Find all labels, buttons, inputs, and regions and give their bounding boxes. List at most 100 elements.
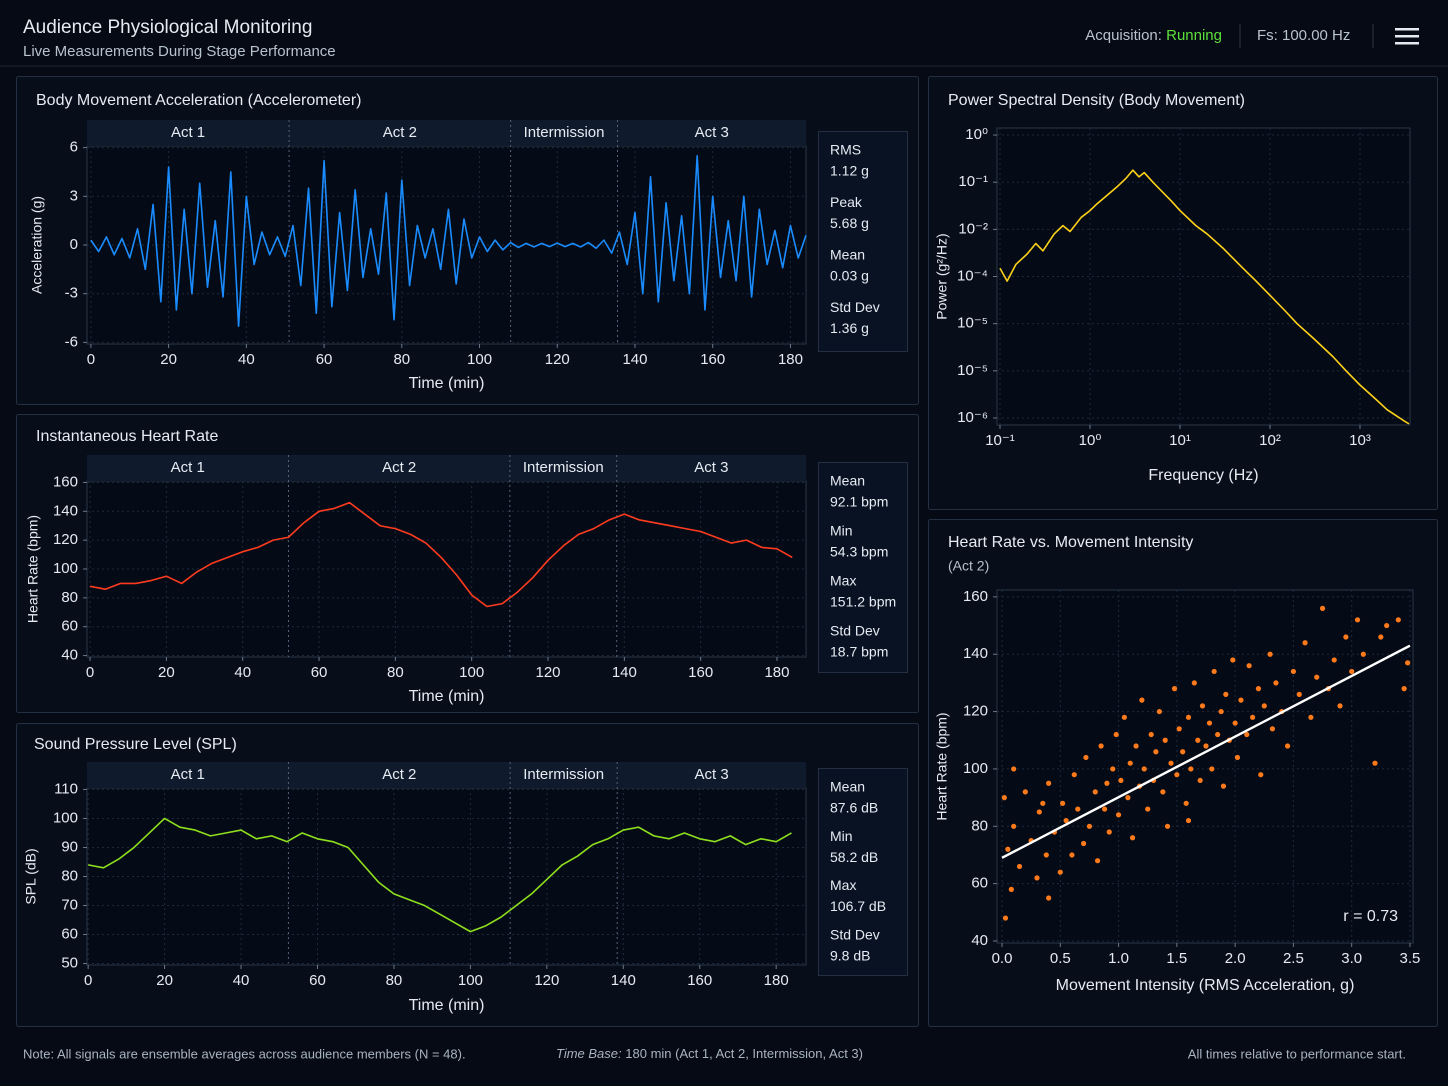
scatter-point [1284,743,1291,749]
x-tick-label: 0.5 [1050,950,1071,967]
x-tick-label: 60 [309,972,326,989]
scatter-point [1133,743,1139,749]
scatter-point [1197,777,1203,784]
x-tick-label: 60 [316,351,333,368]
y-tick-label: 100 [963,760,988,777]
y-tick-label: 60 [61,926,78,943]
data-line [999,169,1410,425]
scatter-point [1127,760,1133,766]
stat-label: Min [830,828,853,844]
x-tick-label: 180 [764,664,789,681]
y-tick-label: 120 [53,531,78,548]
y-tick-label: 10⁻¹ [958,173,988,190]
x-tick-label: 160 [687,972,712,989]
y-tick-label: -3 [65,285,78,302]
stat-value: 92.1 bpm [830,494,888,510]
scatter-point [1337,703,1343,709]
section-label: Act 3 [694,766,728,783]
data-line [88,817,792,933]
stat-label: Mean [830,473,865,489]
scatter-point [1043,852,1049,858]
x-tick-label: 3.0 [1341,950,1362,967]
scatter-point [1183,800,1189,806]
x-tick-label: 140 [611,972,636,989]
y-tick-label: 80 [971,817,988,834]
scatter-point [1011,823,1017,829]
y-tick-label: 10⁻⁶ [957,409,988,426]
scatter-point [1046,895,1052,901]
scatter-point [1372,760,1378,766]
y-axis-label: Acceleration (g) [29,196,45,294]
x-tick-label: 100 [458,972,483,989]
scatter-point [1250,714,1256,720]
scatter-point [1086,823,1093,829]
scatter-point [1174,772,1180,778]
stat-label: Min [830,523,853,539]
x-tick-label: 120 [545,351,570,368]
footer-note: Note: All signals are ensemble averages … [23,1046,466,1061]
menu-bar [1395,42,1419,45]
y-tick-label: 0 [70,236,78,253]
scatter-point [1156,708,1162,715]
chart-title: Body Movement Acceleration (Acceleromete… [36,92,361,109]
menu-button[interactable] [1390,22,1424,50]
chart-title: Instantaneous Heart Rate [36,428,218,445]
scatter-point [1220,783,1227,789]
scatter-point [1022,789,1028,795]
stat-value: 151.2 bpm [830,594,896,610]
stat-value: 18.7 bpm [830,644,888,660]
scatter-point [1092,789,1098,795]
scatter-point [1206,720,1213,726]
y-axis-label: SPL (dB) [23,848,39,904]
section-band [87,762,806,788]
y-tick-label: 60 [61,618,78,635]
stat-value: 1.36 g [830,320,869,336]
scatter-point [1034,875,1040,881]
x-tick-label: 0 [86,664,94,681]
scatter-point [1016,863,1023,870]
x-tick-label: 0 [84,972,92,989]
scatter-point [1176,726,1182,732]
scatter-point [1395,617,1401,623]
x-tick-label: 2.0 [1225,950,1246,967]
chart-subtitle: (Act 2) [948,558,989,574]
y-tick-label: 160 [963,588,988,605]
x-tick-label: 160 [688,664,713,681]
scatter-point [1164,823,1171,829]
stat-label: Mean [830,247,865,263]
scatter-point [1171,686,1178,692]
scatter-point [1110,766,1116,772]
time-base-label: Time Base: [556,1046,622,1061]
stat-value: 87.6 dB [830,800,878,816]
y-tick-label: 50 [61,955,78,972]
x-axis-label: Frequency (Hz) [1148,467,1258,484]
y-tick-label: 10⁻⁵ [957,315,988,332]
scatter-point [1255,686,1262,692]
scatter-point [1129,835,1136,841]
scatter-point [1145,806,1151,812]
scatter-point [1180,749,1186,755]
scatter-point [1001,795,1007,801]
x-tick-label: 180 [778,351,803,368]
scatter-point [1405,660,1411,666]
section-label: Intermission [523,766,604,783]
section-label: Act 2 [383,124,417,141]
x-tick-label: 80 [393,351,410,368]
plot-area [86,787,807,966]
scatter-point [1195,737,1201,743]
scatter-point [1071,772,1077,778]
y-tick-label: 60 [971,875,988,892]
scatter-point [1308,714,1314,720]
charts: Body Movement Acceleration (Acceleromete… [16,76,1438,1027]
y-tick-label: 160 [53,473,78,490]
x-tick-label: 140 [622,351,647,368]
scatter-point [1106,829,1112,835]
scatter-point [1168,760,1174,766]
scatter-point [1125,795,1131,801]
scatter-point [1331,657,1337,663]
scatter-point [1209,766,1215,772]
scatter-point [1290,668,1297,675]
section-label: Intermission [523,459,604,476]
x-tick-label: 20 [160,351,177,368]
stat-label: Std Dev [830,926,880,942]
